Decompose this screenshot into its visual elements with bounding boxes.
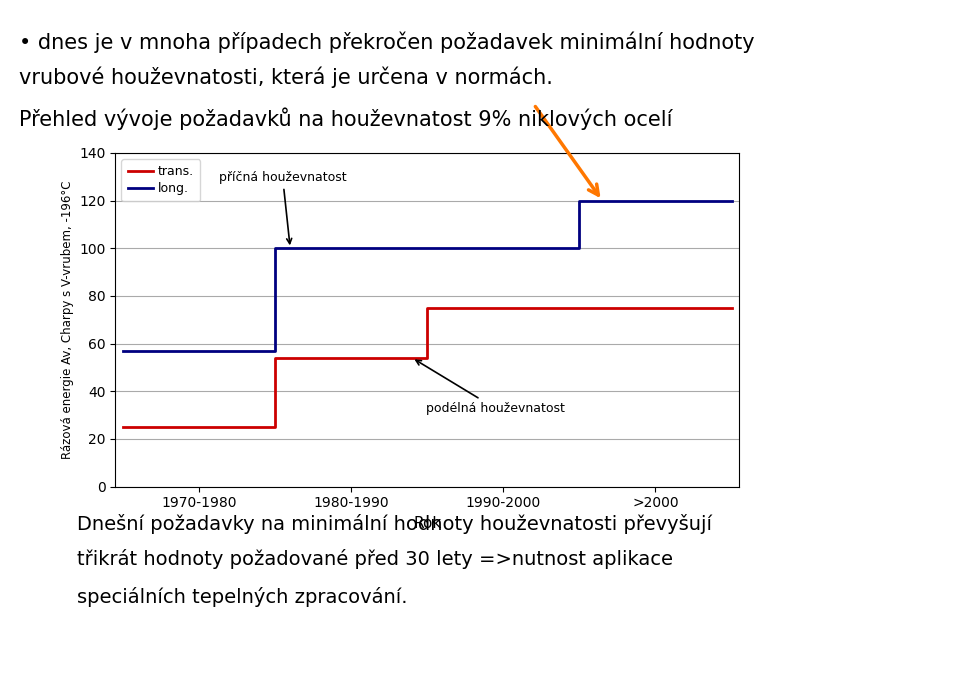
Text: Dnešní požadavky na minimální hodnoty houževnatosti převyšují: Dnešní požadavky na minimální hodnoty ho…	[77, 514, 711, 534]
long.	[269, 347, 280, 355]
Y-axis label: Rázová energie Av, Charpy s V-vrubem, -196°C: Rázová energie Av, Charpy s V-vrubem, -1…	[60, 181, 74, 459]
Text: • dnes je v mnoha případech překročen požadavek minimální hodnoty: • dnes je v mnoha případech překročen po…	[19, 31, 755, 53]
long.	[421, 244, 433, 252]
trans.	[421, 304, 433, 312]
Text: vrubové houževnatosti, která je určena v normách.: vrubové houževnatosti, která je určena v…	[19, 66, 553, 88]
Text: třikrát hodnoty požadované před 30 lety =>nutnost aplikace: třikrát hodnoty požadované před 30 lety …	[77, 549, 673, 569]
Line: long.: long.	[123, 201, 732, 351]
long.	[421, 244, 433, 252]
Text: příčná houževnatost: příčná houževnatost	[219, 171, 347, 244]
long.	[117, 347, 129, 355]
long.	[574, 244, 586, 252]
trans.	[574, 304, 586, 312]
trans.	[269, 423, 280, 431]
long.	[574, 197, 586, 205]
trans.	[574, 304, 586, 312]
trans.	[726, 304, 737, 312]
X-axis label: Rok: Rok	[413, 516, 442, 531]
Text: podélná houževnatost: podélná houževnatost	[416, 360, 565, 415]
trans.	[117, 423, 129, 431]
long.	[269, 244, 280, 252]
trans.	[421, 354, 433, 362]
Text: speciálních tepelných zpracování.: speciálních tepelných zpracování.	[77, 587, 407, 607]
trans.	[269, 354, 280, 362]
long.	[726, 197, 737, 205]
Legend: trans., long.: trans., long.	[122, 159, 200, 202]
Line: trans.: trans.	[123, 308, 732, 427]
Text: Přehled vývoje požadavků na houževnatost 9% niklových ocelí: Přehled vývoje požadavků na houževnatost…	[19, 108, 673, 131]
